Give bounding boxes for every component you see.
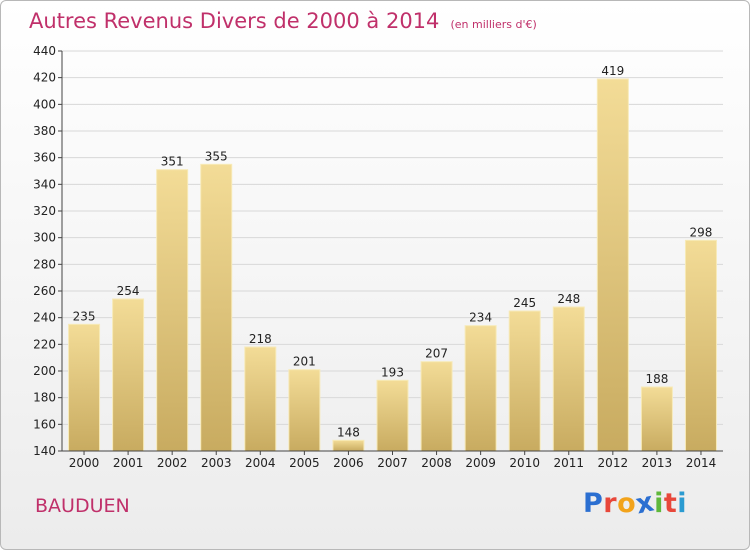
logo-letter: i <box>654 488 664 519</box>
data-labels: 235 254 351 355 218 201 148 193 207 234 245 248 419 1… <box>73 64 713 439</box>
data-label: 188 <box>645 372 668 386</box>
data-label: 207 <box>425 347 448 361</box>
y-tick-label: 200 <box>33 364 56 378</box>
logo-letter: t <box>663 488 678 519</box>
x-tick-label: 2006 <box>333 456 364 470</box>
data-label: 193 <box>381 365 404 379</box>
y-tick-label: 400 <box>33 97 56 111</box>
bar-2005 <box>288 369 321 452</box>
x-tick-label: 2011 <box>553 456 584 470</box>
data-label: 235 <box>73 309 96 323</box>
chart-unit: (en milliers d'€) <box>450 18 537 31</box>
chart-title: Autres Revenus Divers de 2000 à 2014 <box>29 9 440 33</box>
logo-letter: i <box>677 488 688 519</box>
y-tick-label: 380 <box>33 124 56 138</box>
y-tick-label: 180 <box>33 391 56 405</box>
y-tick-label: 360 <box>33 151 56 165</box>
bar-2013 <box>640 386 673 452</box>
y-tick-label: 420 <box>33 71 56 85</box>
x-tick-label: 2014 <box>686 456 717 470</box>
x-tick-label: 2010 <box>509 456 540 470</box>
y-tick-label: 300 <box>33 231 56 245</box>
data-label: 234 <box>469 311 492 325</box>
logo-letter: P <box>583 488 604 519</box>
bar-2003 <box>200 163 233 452</box>
bar-2008 <box>420 361 453 452</box>
x-tick-label: 2007 <box>377 456 408 470</box>
bars <box>68 78 717 452</box>
data-label: 355 <box>205 149 228 163</box>
commune-name: BAUDUEN <box>35 495 130 517</box>
logo-letter: r <box>603 488 618 519</box>
data-label: 245 <box>513 296 536 310</box>
data-label: 218 <box>249 332 272 346</box>
data-label: 148 <box>337 425 360 439</box>
x-tick-label: 2000 <box>69 456 100 470</box>
x-tick-label: 2003 <box>201 456 232 470</box>
bar-2002 <box>156 169 189 452</box>
bar-2000 <box>68 323 101 452</box>
bar-2006 <box>332 439 365 452</box>
data-label: 201 <box>293 355 316 369</box>
x-tick-label: 2005 <box>289 456 320 470</box>
axes: 140 160 180 200 220 240 260 280 300 320 340 360 380 4… <box>33 44 723 470</box>
data-label: 351 <box>161 155 184 169</box>
y-tick-label: 240 <box>33 311 56 325</box>
chart-header: Autres Revenus Divers de 2000 à 2014 (en… <box>29 9 537 33</box>
proxiti-logo[interactable]: Proxiti <box>583 486 688 520</box>
data-label: 254 <box>117 284 140 298</box>
x-tick-label: 2002 <box>157 456 188 470</box>
y-tick-label: 160 <box>33 417 56 431</box>
bar-2009 <box>464 325 497 452</box>
data-label: 298 <box>690 225 713 239</box>
bar-2007 <box>376 379 409 452</box>
y-tick-label: 140 <box>33 444 56 458</box>
x-tick-label: 2001 <box>113 456 144 470</box>
x-tick-label: 2012 <box>598 456 629 470</box>
data-label: 419 <box>601 64 624 78</box>
x-tick-label: 2013 <box>642 456 673 470</box>
x-tick-label: 2008 <box>421 456 452 470</box>
y-tick-label: 280 <box>33 257 56 271</box>
bar-2004 <box>244 346 277 452</box>
y-tick-label: 260 <box>33 284 56 298</box>
data-label: 248 <box>557 292 580 306</box>
y-tick-label: 440 <box>33 44 56 58</box>
bar-2014 <box>684 239 717 452</box>
bar-2011 <box>552 306 585 452</box>
y-tick-label: 340 <box>33 177 56 191</box>
bar-2010 <box>508 310 541 452</box>
y-tick-label: 320 <box>33 204 56 218</box>
logo-letter: o <box>617 488 637 519</box>
bar-2001 <box>112 298 145 452</box>
x-tick-label: 2004 <box>245 456 276 470</box>
bar-2012 <box>596 78 629 452</box>
y-tick-label: 220 <box>33 337 56 351</box>
x-tick-label: 2009 <box>465 456 496 470</box>
